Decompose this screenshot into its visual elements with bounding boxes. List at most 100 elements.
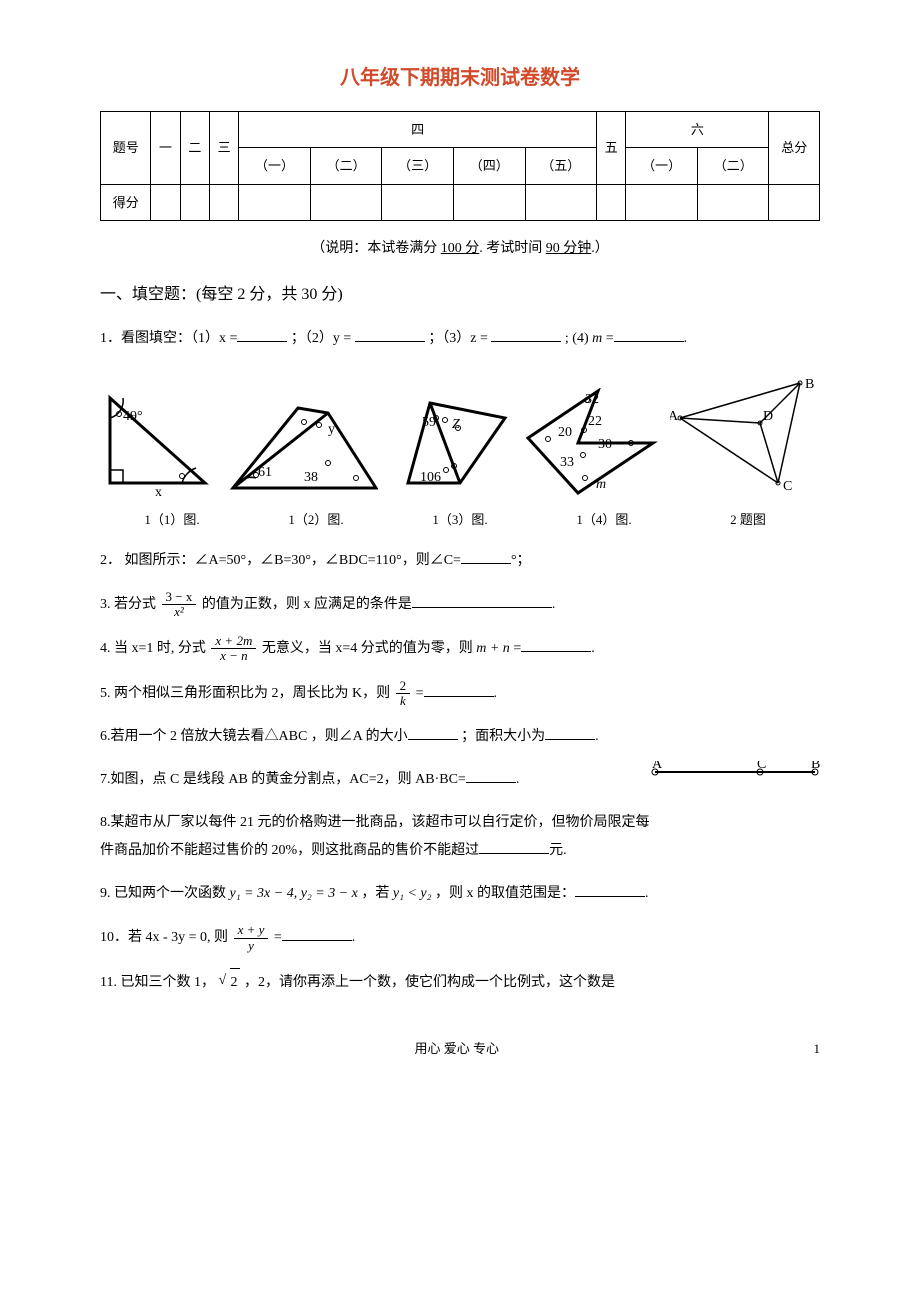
col-4-5: （五） xyxy=(525,148,597,184)
q6: 6.若用一个 2 倍放大镜去看△ABC ，则∠A 的大小 ；面积大小为. xyxy=(100,723,820,751)
q2-end: °； xyxy=(511,553,531,568)
q8-end: 元. xyxy=(549,843,567,858)
q8-l2: 件商品加价不能超过售价的 20%，则这批商品的售价不能超过 xyxy=(100,843,479,858)
q2-text: 2． 如图所示：∠A=50°，∠B=30°，∠BDC=110°，则∠C= xyxy=(100,553,461,568)
figure-5: A B C D xyxy=(670,378,820,498)
q4-pre: 4. 当 x=1 时, 分式 xyxy=(100,641,206,656)
q7: A C B 7.如图，点 C 是线段 AB 的黄金分割点，AC=2，则 AB·B… xyxy=(100,766,820,794)
blank-cell xyxy=(382,184,454,220)
note-time: 90 分钟 xyxy=(546,241,592,256)
footer-center: 用心 爱心 专心 xyxy=(414,1041,499,1056)
svg-text:D: D xyxy=(763,409,773,424)
blank-cell xyxy=(525,184,597,220)
q4-num: x + 2m xyxy=(211,634,256,649)
fig-label-4: 1（4）图. xyxy=(532,508,676,531)
col-6-1: （一） xyxy=(626,148,698,184)
q5-num: 2 xyxy=(396,679,411,694)
sqrt-icon: 2 xyxy=(230,968,240,997)
q8: 8.某超市从厂家以每件 21 元的价格购进一批商品，该超市可以自行定价，但物价局… xyxy=(100,809,820,865)
note-score: 100 分 xyxy=(441,241,480,256)
fig-label-5: 2 题图 xyxy=(676,508,820,531)
svg-text:A: A xyxy=(670,409,679,424)
q6-end: . xyxy=(595,729,599,744)
blank xyxy=(466,769,516,783)
blank xyxy=(545,726,595,740)
col-4: 四 xyxy=(239,112,597,148)
note-pre: （说明：本试卷满分 xyxy=(311,241,441,256)
q7-pre: 7.如图，点 C 是线段 AB 的黄金分割点，AC=2，则 AB·BC= xyxy=(100,772,466,787)
figure-3: 59 Z 106 xyxy=(390,388,510,498)
col-total: 总分 xyxy=(769,112,820,185)
q9-y1: y₁ = 3x − 4, y₂ = 3 − x xyxy=(230,886,358,901)
header-defen: 得分 xyxy=(101,184,151,220)
svg-text:32: 32 xyxy=(585,392,599,407)
q1-m: m xyxy=(592,331,602,346)
q11-sqrt: 2 xyxy=(230,968,240,997)
col-4-4: （四） xyxy=(453,148,525,184)
q9-post: ，则 x 的取值范围是： xyxy=(435,886,575,901)
q7-line-figure: A C B xyxy=(650,761,820,794)
blank xyxy=(614,328,684,342)
svg-text:C: C xyxy=(757,761,766,772)
blank xyxy=(521,638,591,652)
svg-text:B: B xyxy=(805,378,814,392)
score-table: 题号 一 二 三 四 五 六 总分 （一） （二） （三） （四） （五） （一… xyxy=(100,111,820,221)
svg-text:106: 106 xyxy=(420,470,441,485)
blank-cell xyxy=(626,184,698,220)
svg-text:30: 30 xyxy=(598,437,612,452)
q3-post: 的值为正数，则 x 应满足的条件是 xyxy=(202,597,412,612)
q11: 11. 已知三个数 1， 2 ，2，请你再添上一个数，使它们构成一个比例式，这个… xyxy=(100,968,820,997)
svg-text:22: 22 xyxy=(588,414,602,429)
q10-den: y xyxy=(234,939,269,953)
blank xyxy=(408,726,458,740)
q5-eq: = xyxy=(416,686,424,701)
blank xyxy=(412,594,552,608)
q10-eq: = xyxy=(274,930,282,945)
fig-label-1: 1（1）图. xyxy=(100,508,244,531)
q4-frac: x + 2mx − n xyxy=(211,634,256,664)
q10-end: . xyxy=(352,930,356,945)
blank xyxy=(461,550,511,564)
q5-pre: 5. 两个相似三角形面积比为 2，周长比为 K，则 xyxy=(100,686,390,701)
q3-den: x² xyxy=(162,605,197,619)
col-4-3: （三） xyxy=(382,148,454,184)
exam-note: （说明：本试卷满分 100 分. 考试时间 90 分钟.） xyxy=(100,236,820,261)
q3-pre: 3. 若分式 xyxy=(100,597,156,612)
q4-mid: 无意义，当 x=4 分式的值为零，则 xyxy=(262,641,476,656)
fig-label-2: 1（2）图. xyxy=(244,508,388,531)
q10-pre: 10．若 4x - 3y = 0, 则 xyxy=(100,930,232,945)
q5-den: k xyxy=(396,694,411,708)
svg-text:49°: 49° xyxy=(123,409,143,424)
figure-2: 61 y 38 xyxy=(228,398,378,498)
q2: 2． 如图所示：∠A=50°，∠B=30°，∠BDC=110°，则∠C= °； xyxy=(100,547,820,575)
q1-p3: ；（3）z = xyxy=(428,331,491,346)
col-4-2: （二） xyxy=(310,148,382,184)
blank-cell xyxy=(697,184,769,220)
col-6-2: （二） xyxy=(697,148,769,184)
svg-text:m: m xyxy=(596,477,606,492)
q3: 3. 若分式 3 − xx² 的值为正数，则 x 应满足的条件是. xyxy=(100,590,820,620)
note-end: .） xyxy=(591,241,609,256)
section-1-header: 一、填空题：(每空 2 分，共 30 分) xyxy=(100,281,820,310)
col-3: 三 xyxy=(209,112,238,185)
q11-post: ，2，请你再添上一个数，使它们构成一个比例式，这个数是 xyxy=(244,975,615,990)
figure-labels: 1（1）图. 1（2）图. 1（3）图. 1（4）图. 2 题图 xyxy=(100,508,820,531)
svg-text:B: B xyxy=(811,761,820,772)
q9-mid: ，若 xyxy=(361,886,393,901)
page-footer: 用心 爱心 专心 1 xyxy=(100,1037,820,1060)
q8-l1: 8.某超市从厂家以每件 21 元的价格购进一批商品，该超市可以自行定价，但物价局… xyxy=(100,809,820,837)
svg-text:y: y xyxy=(328,422,335,437)
q4-end: . xyxy=(591,641,595,656)
q5-frac: 2k xyxy=(396,679,411,709)
blank-cell xyxy=(597,184,626,220)
svg-text:33: 33 xyxy=(560,455,574,470)
q3-end: . xyxy=(552,597,556,612)
q1-text: 1．看图填空：（1）x = xyxy=(100,331,237,346)
q1-p2: ；（2）y = xyxy=(291,331,355,346)
blank xyxy=(575,883,645,897)
blank-cell xyxy=(151,184,180,220)
q1-p4: ; (4) xyxy=(565,331,592,346)
q7-end: . xyxy=(516,772,520,787)
q9-cond: y₁ < y₂ xyxy=(393,886,432,901)
q3-num: 3 − x xyxy=(162,590,197,605)
